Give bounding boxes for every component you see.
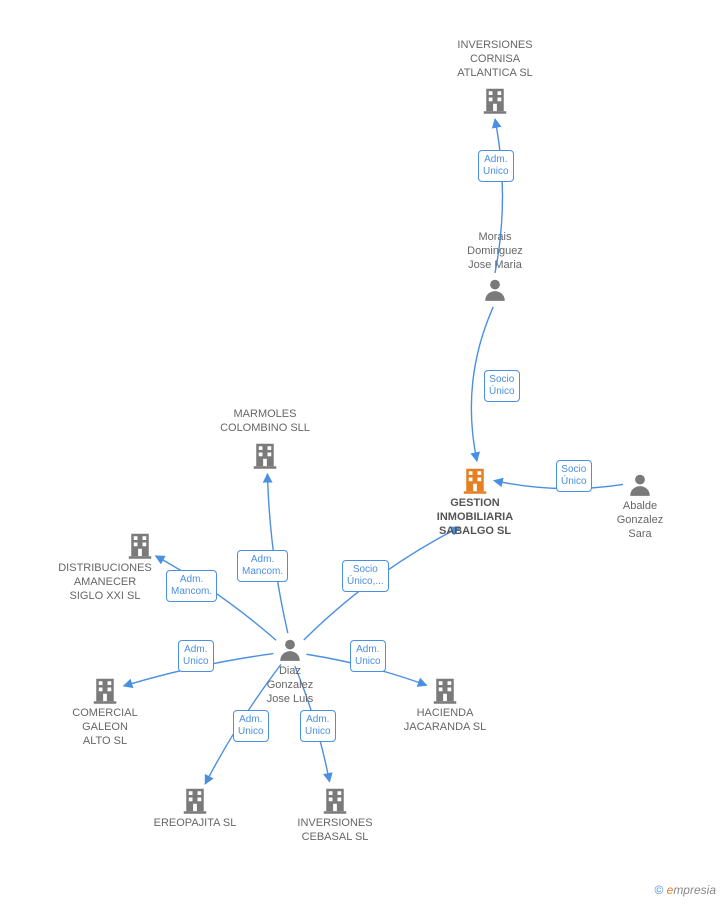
building-icon [180, 785, 210, 820]
node-label: MARMOLES COLOMBINO SLL [210, 408, 320, 436]
edge-label: Socio Único,... [342, 560, 389, 592]
building-icon [90, 675, 120, 710]
node-label: INVERSIONES CEBASAL SL [280, 817, 390, 845]
diagram-canvas [0, 0, 728, 905]
edge-label: Adm. Unico [478, 150, 514, 182]
node-label: Diaz Gonzalez Jose Luis [235, 665, 345, 706]
building-icon [460, 465, 490, 500]
building-icon [480, 85, 510, 120]
person-icon [277, 637, 303, 668]
building-icon [250, 440, 280, 475]
brand-rest: mpresia [673, 883, 716, 897]
node-label: Morais Dominguez Jose Maria [440, 231, 550, 272]
edge-label: Adm. Unico [178, 640, 214, 672]
node-label: EREOPAJITA SL [140, 817, 250, 831]
edge-label: Adm. Mancom. [237, 550, 288, 582]
node-label: Abalde Gonzalez Sara [585, 500, 695, 541]
edge-label: Adm. Mancom. [166, 570, 217, 602]
watermark: © empresia [654, 883, 716, 897]
node-label: GESTION INMOBILIARIA SABALGO SL [420, 497, 530, 538]
edge-label: Adm. Unico [300, 710, 336, 742]
node-label: COMERCIAL GALEON ALTO SL [50, 707, 160, 748]
person-icon [482, 277, 508, 308]
edge-label: Adm. Unico [350, 640, 386, 672]
edge-label: Adm. Unico [233, 710, 269, 742]
edge-label: Socio Único [556, 460, 592, 492]
node-label: DISTRIBUCIONES AMANECER SIGLO XXI SL [50, 562, 160, 603]
person-icon [627, 472, 653, 503]
building-icon [320, 785, 350, 820]
building-icon [125, 530, 155, 565]
edge-label: Socio Único [484, 370, 520, 402]
copyright-symbol: © [654, 883, 663, 897]
node-label: HACIENDA JACARANDA SL [390, 707, 500, 735]
building-icon [430, 675, 460, 710]
node-label: INVERSIONES CORNISA ATLANTICA SL [440, 39, 550, 80]
